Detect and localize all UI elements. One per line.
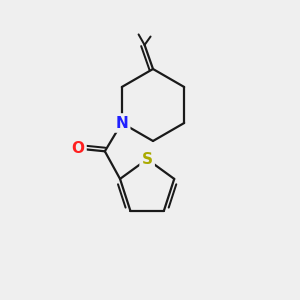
Text: O: O xyxy=(71,141,85,156)
Text: N: N xyxy=(116,116,128,130)
Text: S: S xyxy=(142,152,153,167)
